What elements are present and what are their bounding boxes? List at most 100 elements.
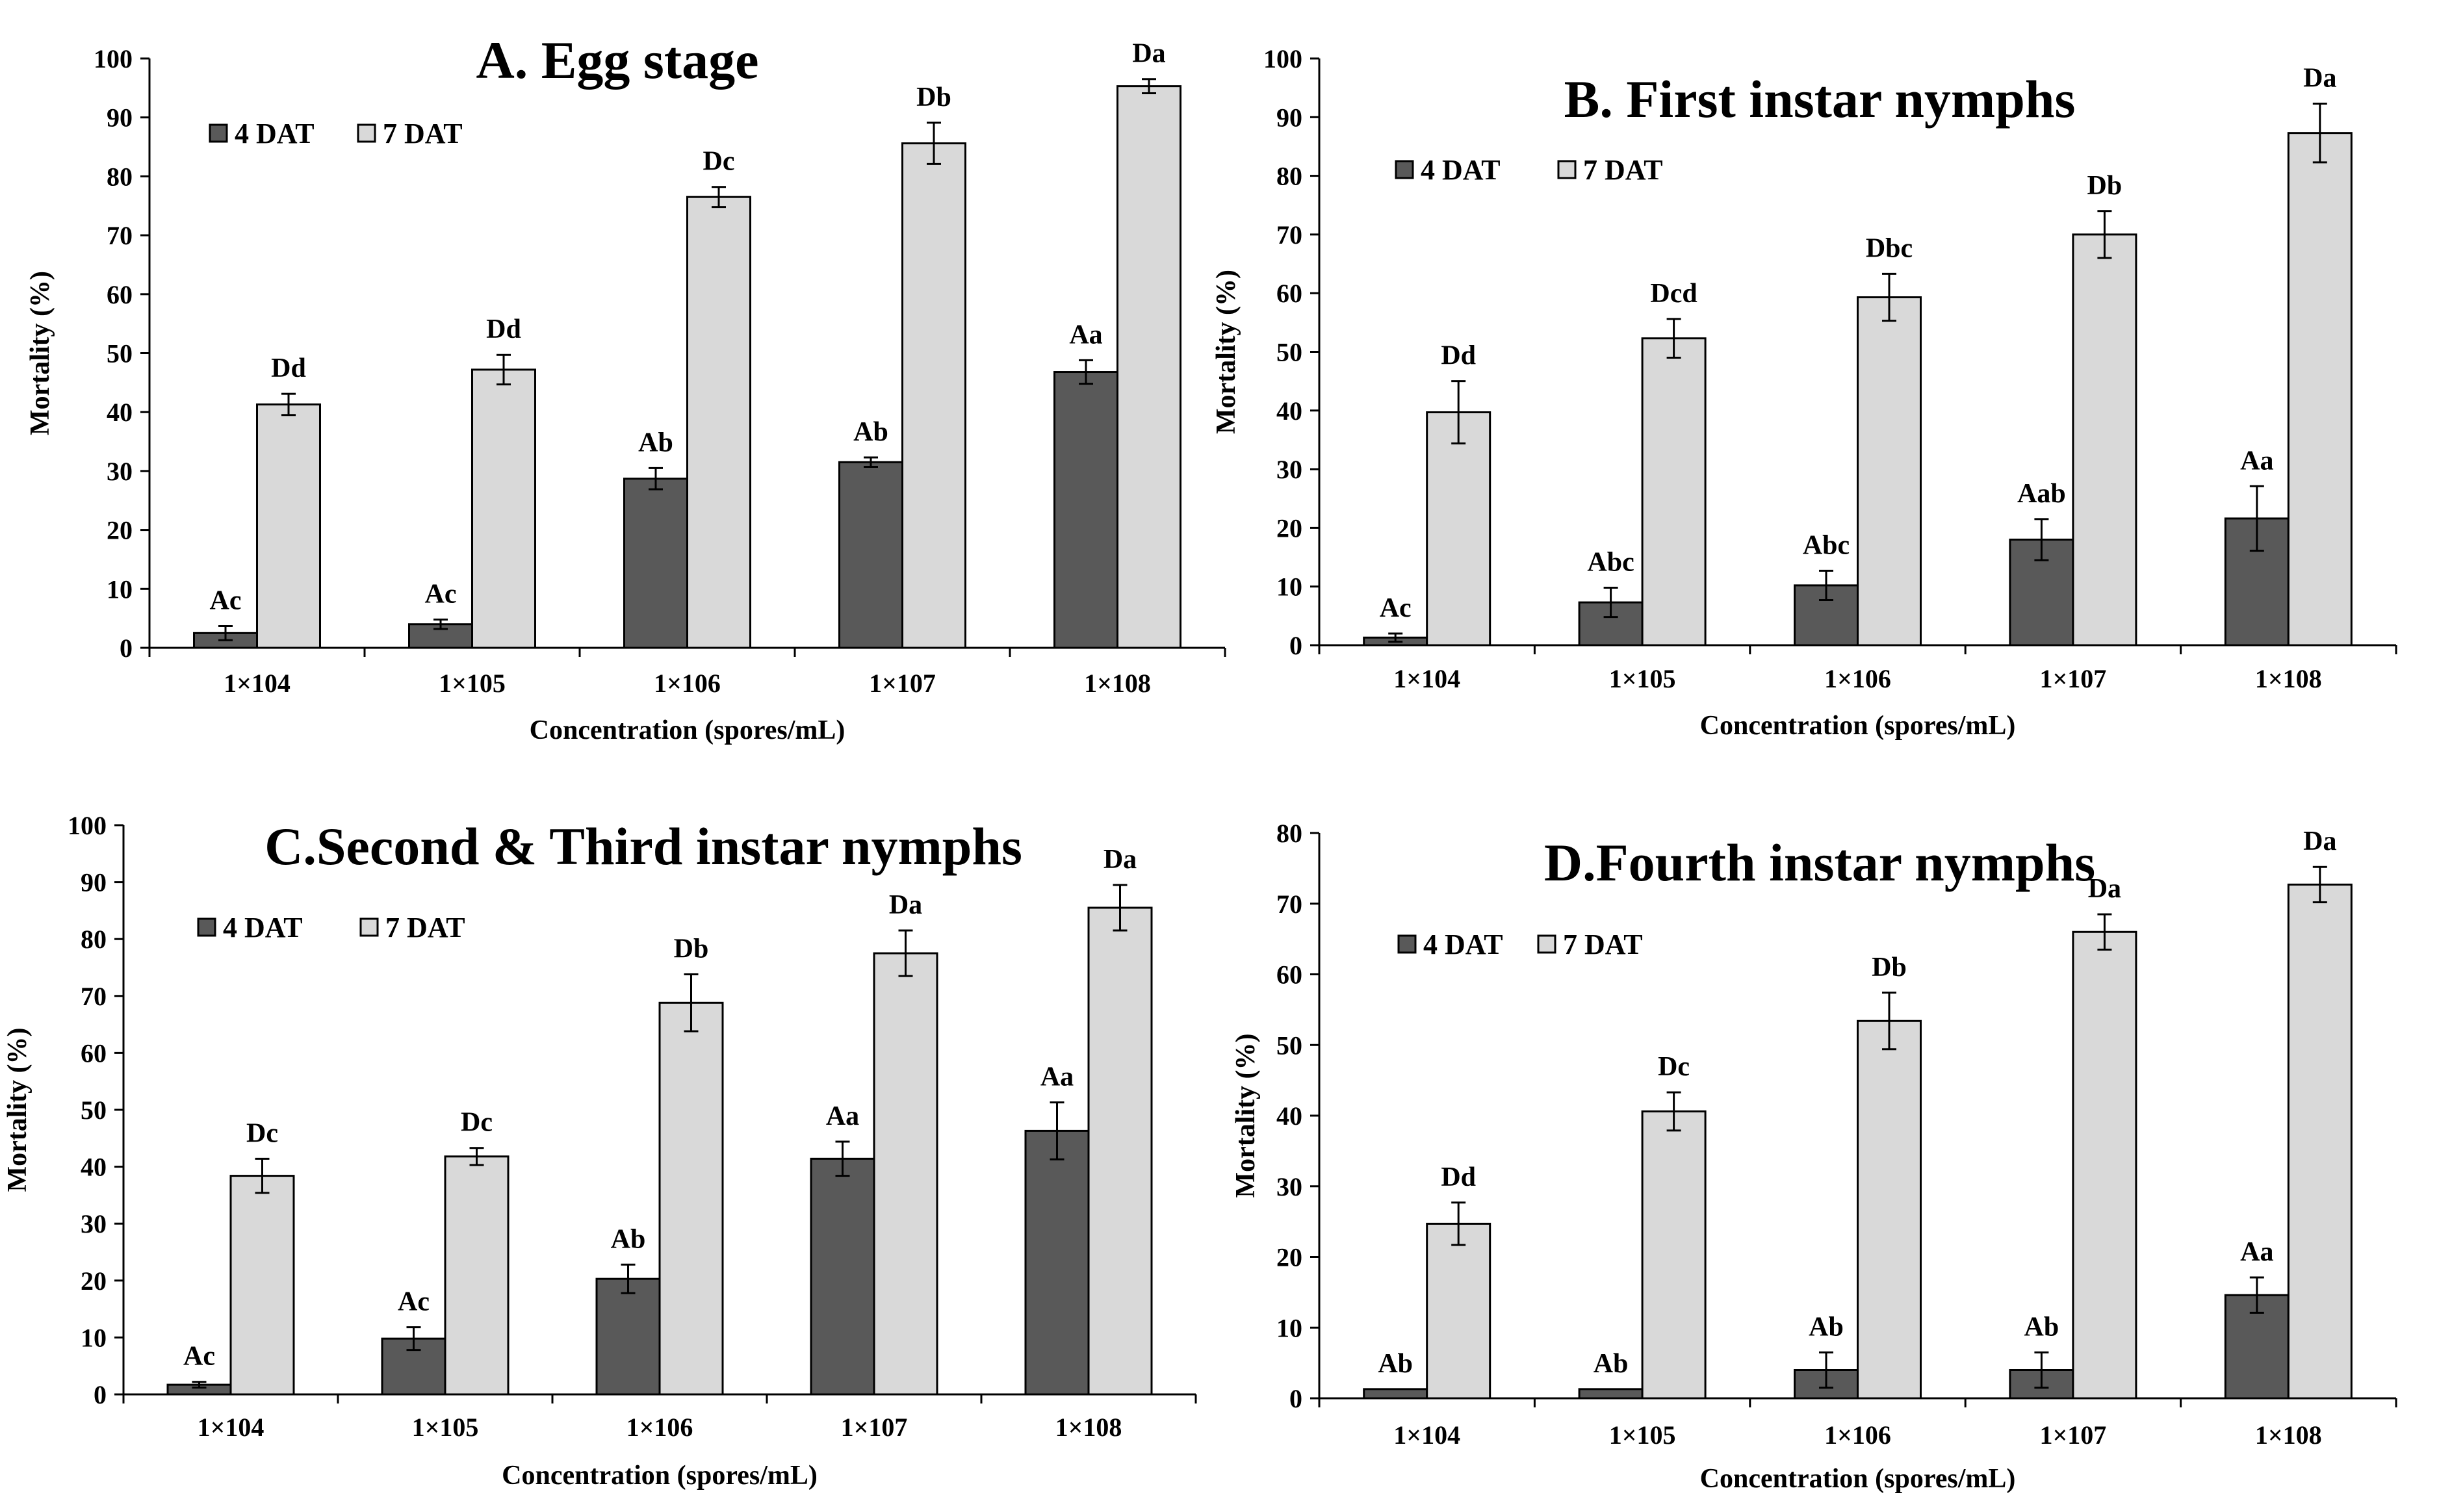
y-tick-label: 80 [81, 925, 107, 954]
y-tick-label: 80 [1276, 819, 1302, 848]
bar-7-dat-5 [1087, 906, 1153, 1396]
y-tick-label: 20 [107, 516, 133, 545]
y-tick-label: 30 [1276, 455, 1302, 484]
y-tick-label: 100 [1263, 44, 1302, 73]
x-tick-label: 1×108 [1055, 1413, 1122, 1442]
y-tick-label: 70 [1276, 890, 1302, 919]
chart-title: A. Egg stage [476, 31, 758, 90]
significance-label: Ab [1594, 1349, 1629, 1379]
y-tick-label: 80 [1276, 162, 1302, 191]
y-tick-label: 40 [1276, 1101, 1302, 1131]
legend-label: 7 DAT [1563, 929, 1643, 960]
bar-7-dat-2 [444, 1155, 510, 1396]
chart-panel-a: 0 10 20 30 40 50 60 70 80 90 100 Ac Dd 1×104 Ac Dd 1×105… [25, 31, 1226, 745]
legend-swatch [197, 917, 216, 937]
y-tick-label: 20 [1276, 1243, 1302, 1272]
legend-swatch [1557, 160, 1577, 179]
bar-7-dat-2 [1641, 337, 1707, 647]
significance-label: Abc [1587, 548, 1634, 578]
x-tick-label: 1×104 [198, 1413, 265, 1442]
x-tick-label: 1×105 [1609, 1420, 1676, 1450]
significance-label: Aab [2017, 479, 2066, 509]
significance-label: Dd [486, 314, 521, 344]
chart-panel-c: 0 10 20 30 40 50 60 70 80 90 100 Ac Dc 1×104 Ac Dc 1×105… [3, 811, 1197, 1491]
y-tick-label: 10 [81, 1323, 107, 1352]
bar-4-dat-5 [1024, 1129, 1090, 1396]
y-tick-label: 50 [1276, 1031, 1302, 1060]
significance-label: Ac [183, 1342, 215, 1372]
bar-7-dat-1 [256, 403, 321, 649]
y-tick-label: 70 [107, 221, 133, 250]
y-axis-label: Mortality (%) [3, 1027, 32, 1192]
bar-4-dat-2 [1578, 1388, 1644, 1400]
legend-swatch [357, 123, 376, 143]
significance-label: Aa [2240, 446, 2273, 476]
y-tick-label: 40 [81, 1153, 107, 1182]
significance-label: Da [2303, 826, 2336, 856]
legend-label: 7 DAT [385, 912, 465, 943]
x-tick-label: 1×108 [2255, 664, 2322, 693]
y-tick-label: 70 [1276, 220, 1302, 250]
x-tick-label: 1×107 [2040, 664, 2107, 693]
x-axis-label: Concentration (spores/mL) [1700, 1464, 2016, 1494]
significance-label: Aa [826, 1101, 859, 1131]
x-tick-label: 1×105 [412, 1413, 479, 1442]
x-tick-label: 1×106 [1824, 664, 1891, 693]
legend-swatch [1537, 934, 1556, 954]
significance-label: Dc [703, 147, 735, 177]
y-tick-label: 50 [81, 1096, 107, 1125]
x-tick-label: 1×104 [224, 669, 290, 698]
bar-7-dat-4 [901, 142, 966, 649]
x-tick-label: 1×107 [869, 669, 936, 698]
y-tick-label: 20 [1276, 513, 1302, 543]
bar-7-dat-4 [2072, 930, 2137, 1400]
significance-label: Dc [246, 1118, 278, 1148]
significance-label: Ac [210, 585, 242, 615]
y-tick-label: 30 [1276, 1172, 1302, 1201]
significance-label: Dd [1441, 1162, 1476, 1192]
legend-label: 7 DAT [383, 118, 463, 149]
bar-7-dat-5 [2287, 132, 2353, 647]
legend-swatch [1395, 160, 1414, 179]
significance-label: Ac [398, 1287, 430, 1317]
bar-7-dat-3 [658, 1001, 724, 1396]
x-tick-label: 1×104 [1393, 664, 1460, 693]
x-axis-label: Concentration (spores/mL) [530, 715, 845, 745]
y-tick-label: 100 [94, 44, 133, 73]
y-tick-label: 10 [1276, 572, 1302, 602]
y-tick-label: 60 [81, 1038, 107, 1068]
legend-label: 7 DAT [1583, 154, 1663, 186]
significance-label: Dcd [1650, 279, 1697, 309]
y-tick-label: 40 [1276, 396, 1302, 426]
significance-label: Aa [1069, 320, 1102, 350]
chart-title: C.Second & Third instar nymphs [265, 817, 1022, 876]
y-tick-label: 30 [107, 457, 133, 486]
significance-label: Ab [638, 428, 673, 457]
significance-label: Db [916, 83, 951, 112]
y-tick-label: 0 [94, 1380, 107, 1409]
y-tick-label: 70 [81, 982, 107, 1011]
significance-label: Ac [425, 579, 457, 609]
chart-panel-b: 0 10 20 30 40 50 60 70 80 90 100 Ac Dd 1×104 Abc Dcd 1×1… [1211, 44, 2397, 741]
x-tick-label: 1×106 [1824, 1420, 1891, 1450]
legend-label: 4 DAT [1423, 929, 1503, 960]
significance-label: Dc [461, 1108, 493, 1138]
legend-swatch [1397, 934, 1417, 954]
y-tick-label: 100 [68, 811, 107, 840]
chart-panel-d: 0 10 20 30 40 50 60 70 80 Ab Dd 1×104 Ab Dc 1×105 Ab Db 1… [1231, 819, 2397, 1494]
y-tick-label: 40 [107, 398, 133, 427]
chart-title: B. First instar nymphs [1564, 70, 2076, 129]
x-tick-label: 1×107 [841, 1413, 908, 1442]
significance-label: Ac [1380, 593, 1412, 623]
bar-4-dat-1 [1363, 1388, 1428, 1400]
significance-label: Ab [1809, 1312, 1844, 1342]
y-tick-label: 10 [1276, 1313, 1302, 1342]
y-tick-label: 50 [107, 339, 133, 368]
y-tick-label: 60 [1276, 279, 1302, 308]
bar-7-dat-3 [1857, 296, 1922, 647]
y-axis-label: Mortality (%) [1211, 270, 1241, 434]
significance-label: Ab [1378, 1349, 1413, 1379]
significance-label: Dd [271, 353, 306, 383]
y-tick-label: 60 [1276, 960, 1302, 990]
